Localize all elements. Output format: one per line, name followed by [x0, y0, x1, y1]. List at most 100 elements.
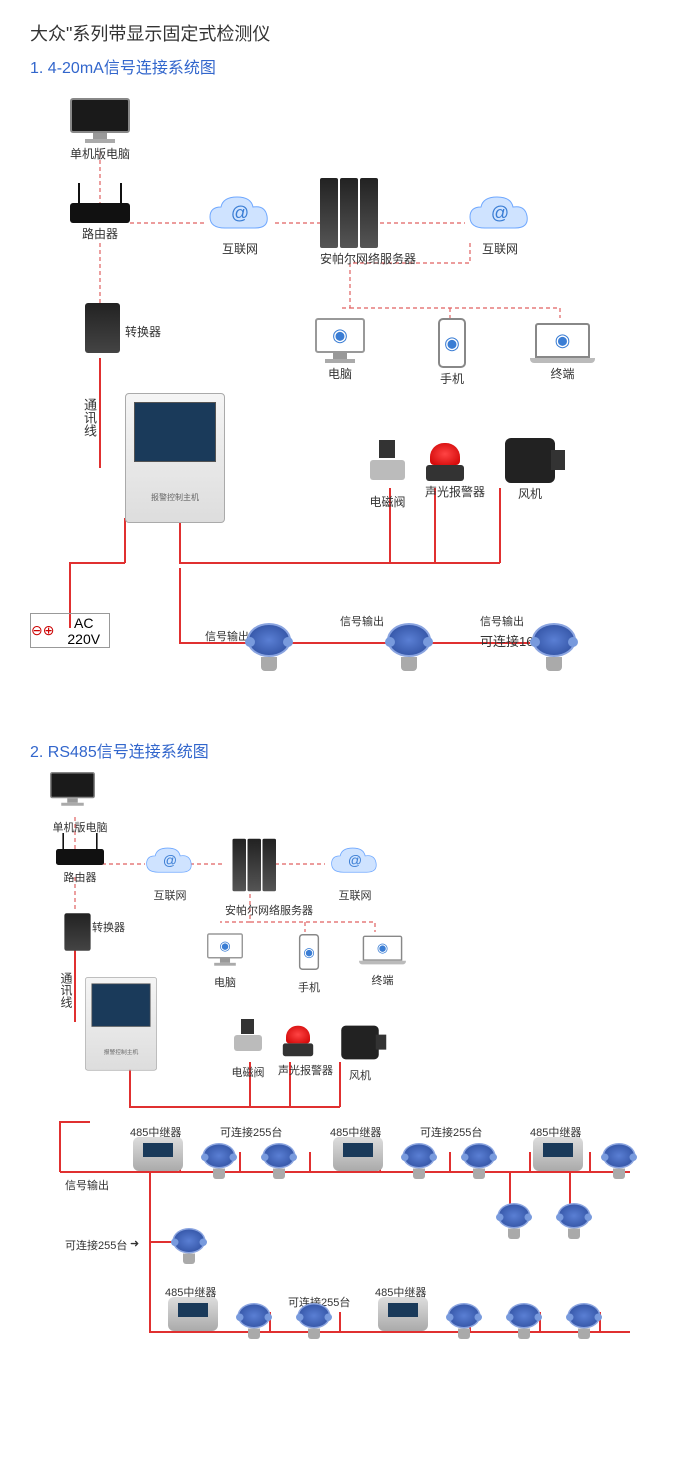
node-fan: 风机: [505, 438, 555, 502]
valve-icon: [230, 1017, 266, 1057]
node-valve: 电磁阀: [365, 438, 410, 510]
power-label: AC 220V: [58, 615, 109, 647]
client-term2-label: 终端: [355, 972, 410, 988]
phone-icon: ◉: [438, 318, 466, 368]
det-b2: [290, 1297, 338, 1345]
node-internet2: @ 互联网: [465, 193, 535, 257]
converter-icon: [85, 303, 120, 353]
cloud-icon: @: [465, 193, 535, 238]
svg-text:@: @: [348, 852, 362, 868]
server-icon: [320, 178, 380, 248]
det-t3: [395, 1137, 443, 1185]
fan-icon: [341, 1026, 379, 1060]
client-pc2-label: 电脑: [200, 974, 250, 990]
detector-icon: [530, 623, 578, 671]
client-terminal-label: 终端: [535, 365, 590, 382]
node2-client-phone: ◉ 手机: [295, 927, 323, 995]
node2-internet1: @ 互联网: [135, 840, 205, 903]
cloud-icon: @: [205, 193, 275, 238]
wifi-icon: ◉: [444, 333, 460, 354]
node2-fan: 风机: [335, 1020, 385, 1083]
node2-router: 路由器: [50, 847, 110, 885]
detector-icon: [385, 623, 433, 671]
node-power: ⊖⊕AC 220V: [30, 613, 110, 648]
sigout1-label: 信号输出: [205, 628, 249, 644]
node-pc-standalone: 单机版电脑: [70, 98, 130, 162]
valve-label: 电磁阀: [365, 493, 410, 510]
alarm-label: 声光报警器: [425, 483, 485, 500]
node-server: 安帕尔网络服务器: [320, 178, 416, 267]
server-label: 安帕尔网络服务器: [320, 250, 416, 267]
det-t2: [255, 1137, 303, 1185]
page-title: 大众"系列带显示固定式检测仪: [30, 20, 670, 46]
svg-text:@: @: [491, 203, 509, 223]
node2-alarm: 声光报警器: [278, 1022, 333, 1078]
node2-valve: 电磁阀: [230, 1017, 266, 1080]
node2-converter: 转换器: [60, 907, 95, 957]
diagram-rs485: 单机版电脑 路由器 @ 互联网 安帕尔网络服务器 @ 互联网: [30, 772, 670, 1452]
converter2-label: 转换器: [92, 919, 125, 935]
repeater-2: [330, 1137, 385, 1171]
pc-icon: ◉: [315, 318, 365, 363]
fan-label: 风机: [505, 485, 555, 502]
sigout2-label: 信号输出: [340, 613, 384, 629]
svg-text:@: @: [163, 852, 177, 868]
arrow-label: ➜: [130, 1237, 139, 1250]
det-b3: [440, 1297, 488, 1345]
internet1-label: 互联网: [205, 240, 275, 257]
wifi-icon: ◉: [332, 325, 348, 346]
sigout2b-label: 信号输出: [65, 1177, 109, 1193]
det-t1: [195, 1137, 243, 1185]
det-b5: [560, 1297, 608, 1345]
client-phone-label: 手机: [438, 370, 466, 387]
node-router: 路由器: [70, 203, 130, 242]
laptop-icon: ◉: [535, 323, 590, 363]
pc-icon: ◉: [207, 933, 243, 965]
fan2-label: 风机: [335, 1067, 385, 1083]
node-controller: 报警控制主机: [125, 393, 225, 523]
controller-text: 报警控制主机: [134, 492, 216, 503]
node-converter: 转换器: [85, 303, 120, 353]
alarm-icon: [425, 443, 465, 481]
monitor-icon: [50, 772, 95, 806]
client-pc-label: 电脑: [315, 365, 365, 382]
detector-1: [245, 623, 293, 671]
sigout3-label: 信号输出: [480, 613, 524, 629]
internet2-label: 互联网: [465, 240, 535, 257]
repeater-4: [165, 1297, 220, 1331]
router-icon: [56, 849, 104, 865]
node2-server: 安帕尔网络服务器: [225, 830, 313, 918]
detector-3: [530, 623, 578, 671]
node2-controller: 报警控制主机: [85, 977, 185, 1107]
det-t4: [455, 1137, 503, 1185]
svg-text:@: @: [231, 203, 249, 223]
controller-icon: 报警控制主机: [125, 393, 225, 523]
repeater-5: [375, 1297, 430, 1331]
section1-heading: 1. 4-20mA信号连接系统图: [30, 54, 670, 78]
laptop-icon: ◉: [363, 936, 403, 965]
node2-client-pc: ◉ 电脑: [200, 927, 250, 990]
det-v1: [165, 1222, 213, 1270]
router2-label: 路由器: [50, 869, 110, 885]
node-internet1: @ 互联网: [205, 193, 275, 257]
pc2-label: 单机版电脑: [50, 819, 110, 835]
cloud-icon: @: [328, 845, 383, 880]
valve-icon: [365, 438, 410, 486]
repeater-1: [130, 1137, 185, 1171]
node2-client-terminal: ◉ 终端: [355, 930, 410, 988]
node-client-pc: ◉ 电脑: [315, 318, 365, 382]
det-h1: [490, 1197, 538, 1245]
converter-icon: [64, 913, 90, 951]
server-icon: [233, 839, 278, 892]
detector-2: [385, 623, 433, 671]
fan-icon: [505, 438, 555, 483]
alarm2-label: 声光报警器: [278, 1062, 333, 1078]
pc-standalone-label: 单机版电脑: [70, 145, 130, 162]
client-phone2-label: 手机: [295, 979, 323, 995]
node2-internet2: @ 互联网: [320, 840, 390, 903]
diagram-4-20ma: 单机版电脑 路由器 @ 互联网 安帕尔网络服务器 @: [30, 88, 670, 738]
monitor-icon: [70, 98, 130, 143]
node2-pc-standalone: 单机版电脑: [50, 772, 110, 835]
internet1b-label: 互联网: [135, 887, 205, 903]
router-icon: [70, 203, 130, 223]
